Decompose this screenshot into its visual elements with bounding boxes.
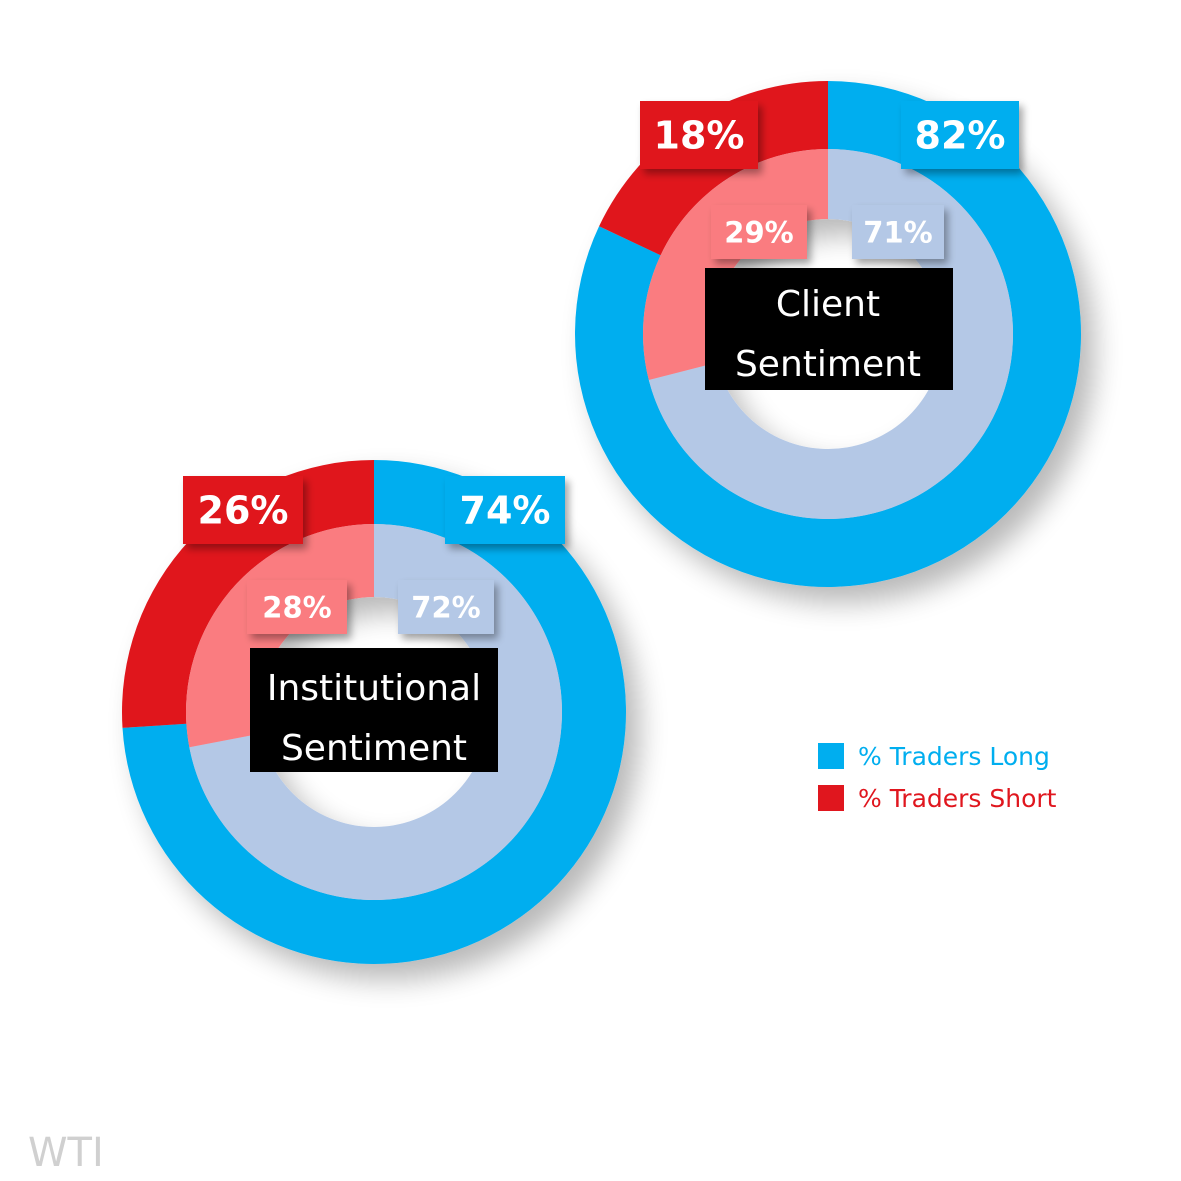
legend-label-long: % Traders Long [858,741,1050,771]
legend-swatch-long [818,743,844,769]
client-center-title-line: Client [776,284,880,325]
institutional-inner-long-label: 72% [398,580,494,634]
client-outer-short-value: 18% [654,114,745,158]
client-center-box [705,268,953,390]
institutional-sentiment-chart: Institutional Sentiment 74% 26% 72% 28% [121,460,627,965]
client-inner-short-label: 29% [711,205,807,259]
institutional-inner-short-slice [186,524,374,748]
institutional-outer-short-value: 26% [198,489,289,533]
institutional-outer-short-slice [121,460,374,728]
legend-swatch-short [818,785,844,811]
institutional-inner-short-value: 28% [262,590,331,624]
institutional-inner-short-label: 28% [247,580,347,634]
legend-item-long: % Traders Long [818,735,1057,777]
client-inner-long-label: 71% [852,205,944,259]
client-inner-long-value: 71% [863,215,932,249]
institutional-center-title-line: Institutional [267,668,481,709]
institutional-center-title-line: Sentiment [281,728,467,769]
client-center-title-line: Sentiment [735,344,921,385]
client-outer-long-value: 82% [915,114,1006,158]
institutional-outer-short-label: 26% [183,476,303,544]
legend-label-short: % Traders Short [858,783,1057,813]
client-sentiment-chart: Client Sentiment 82% 18% 71% 29% [575,81,1081,587]
client-outer-long-label: 82% [901,101,1019,169]
legend: % Traders Long % Traders Short [818,735,1057,819]
institutional-outer-long-value: 74% [460,489,551,533]
legend-item-short: % Traders Short [818,777,1057,819]
watermark: WTI [28,1130,104,1176]
client-outer-short-label: 18% [640,101,758,169]
institutional-outer-long-label: 74% [445,476,565,544]
institutional-center-box [250,648,498,772]
client-inner-short-value: 29% [724,215,793,249]
institutional-inner-long-value: 72% [411,590,480,624]
